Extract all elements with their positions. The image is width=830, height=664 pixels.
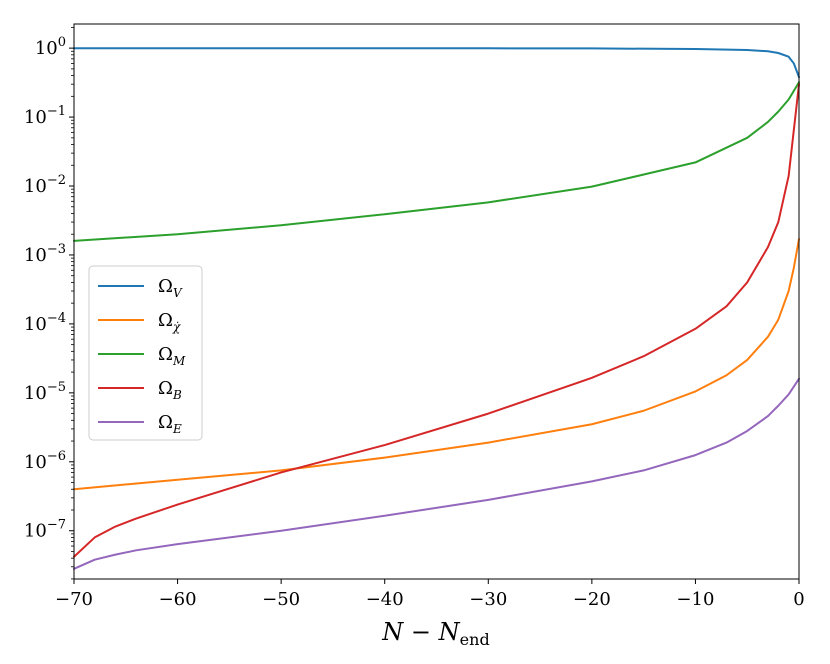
x-tick-label: −50 bbox=[262, 589, 300, 610]
x-tick-label: −30 bbox=[469, 589, 507, 610]
legend-entry-label: ΩM bbox=[158, 344, 186, 368]
x-axis-label: N − Nend bbox=[381, 618, 489, 649]
series-line-b bbox=[73, 83, 800, 558]
y-tick-label: 10−7 bbox=[24, 518, 66, 542]
x-tick-label: −40 bbox=[366, 589, 404, 610]
y-tick-label: 10−3 bbox=[24, 242, 66, 266]
y-tick-label: 100 bbox=[35, 35, 66, 59]
series-line- bbox=[73, 238, 800, 491]
legend-entry-label: ΩV bbox=[158, 276, 183, 300]
legend-entry-label: ΩE bbox=[158, 412, 182, 436]
series-layer bbox=[73, 47, 800, 570]
plot-frame bbox=[73, 23, 800, 580]
x-tick-label: −10 bbox=[676, 589, 714, 610]
x-tick-label: −70 bbox=[55, 589, 93, 610]
legend-entry-label: ΩB bbox=[158, 378, 182, 402]
x-tick-label: −20 bbox=[573, 589, 611, 610]
x-tick-label: 0 bbox=[793, 589, 804, 610]
x-tick-label: −60 bbox=[159, 589, 197, 610]
x-ticks: −70 −60 −50 −40 −30 −20 −10 0 bbox=[55, 579, 805, 610]
series-line-e bbox=[73, 377, 800, 570]
y-tick-label: 10−5 bbox=[24, 380, 66, 404]
legend-items: ΩV Ωχ̇ ΩM ΩB ΩE bbox=[98, 276, 186, 436]
series-line-m bbox=[73, 81, 800, 242]
series-line-v bbox=[73, 47, 800, 79]
y-tick-label: 10−1 bbox=[24, 104, 66, 128]
legend-box bbox=[88, 265, 203, 441]
y-tick-label: 10−2 bbox=[24, 173, 66, 197]
legend-entry-label: Ωχ̇ bbox=[158, 310, 181, 334]
y-tick-label: 10−6 bbox=[24, 449, 66, 473]
legend: ΩV Ωχ̇ ΩM ΩB ΩE bbox=[88, 265, 203, 441]
y-ticks: 100 10−1 10−2 10−3 10−4 10−5 10−6 10−7 bbox=[24, 26, 74, 580]
y-tick-label: 10−4 bbox=[24, 311, 66, 335]
